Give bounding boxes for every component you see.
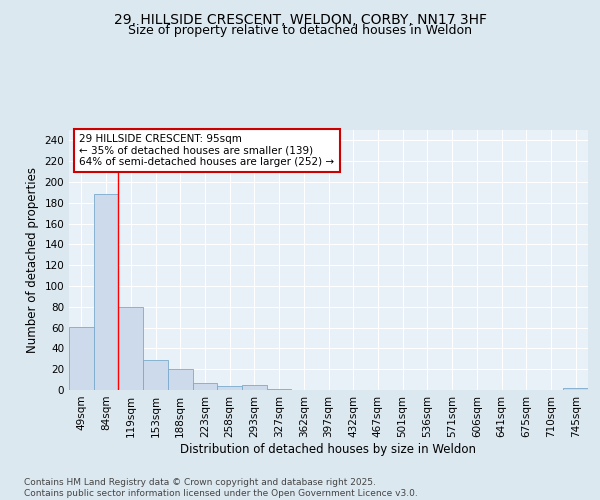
Bar — [563, 388, 588, 390]
X-axis label: Distribution of detached houses by size in Weldon: Distribution of detached houses by size … — [181, 442, 476, 456]
Bar — [193, 382, 217, 390]
Y-axis label: Number of detached properties: Number of detached properties — [26, 167, 39, 353]
Bar — [94, 194, 118, 390]
Bar — [267, 389, 292, 390]
Bar — [143, 360, 168, 390]
Bar — [118, 307, 143, 390]
Bar — [168, 369, 193, 390]
Text: Size of property relative to detached houses in Weldon: Size of property relative to detached ho… — [128, 24, 472, 37]
Text: 29, HILLSIDE CRESCENT, WELDON, CORBY, NN17 3HF: 29, HILLSIDE CRESCENT, WELDON, CORBY, NN… — [113, 12, 487, 26]
Text: 29 HILLSIDE CRESCENT: 95sqm
← 35% of detached houses are smaller (139)
64% of se: 29 HILLSIDE CRESCENT: 95sqm ← 35% of det… — [79, 134, 335, 167]
Bar — [69, 326, 94, 390]
Bar — [217, 386, 242, 390]
Text: Contains HM Land Registry data © Crown copyright and database right 2025.
Contai: Contains HM Land Registry data © Crown c… — [24, 478, 418, 498]
Bar — [242, 385, 267, 390]
